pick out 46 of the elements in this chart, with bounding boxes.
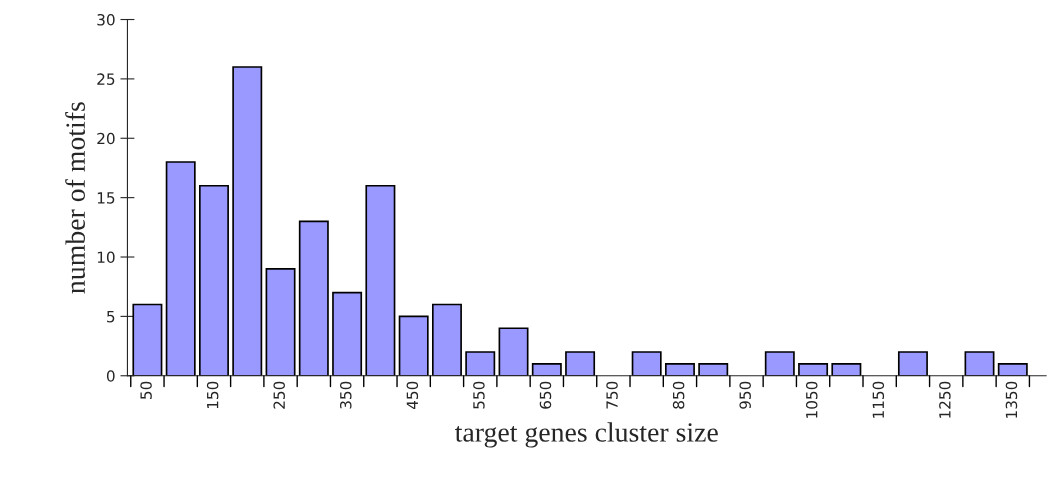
x-tick-label: 1250 bbox=[939, 381, 951, 418]
bar bbox=[465, 351, 496, 376]
x-tick-label: 50 bbox=[140, 381, 152, 399]
bar bbox=[964, 351, 995, 376]
bar bbox=[798, 363, 829, 376]
x-axis-title: target genes cluster size bbox=[454, 422, 718, 448]
bar bbox=[265, 268, 296, 376]
x-tick-label: 150 bbox=[206, 381, 219, 409]
x-tick-label: 1050 bbox=[805, 381, 818, 418]
bar bbox=[332, 291, 363, 376]
bar bbox=[298, 220, 329, 376]
x-tick-label: 350 bbox=[339, 381, 352, 409]
y-tick-label: 10 bbox=[97, 251, 115, 264]
y-tick-label: 25 bbox=[97, 73, 115, 85]
x-tick-label: 250 bbox=[273, 381, 285, 409]
y-axis-title: number of motifs bbox=[65, 102, 85, 294]
bar bbox=[198, 184, 229, 376]
x-tick-label: 750 bbox=[606, 381, 618, 409]
bar bbox=[698, 363, 729, 376]
bar bbox=[132, 303, 163, 376]
bar bbox=[897, 351, 928, 376]
bar bbox=[764, 351, 795, 376]
bar bbox=[365, 184, 396, 376]
y-tick-label: 5 bbox=[107, 311, 115, 323]
bar bbox=[498, 327, 529, 376]
x-tick-label: 650 bbox=[539, 381, 552, 409]
bar bbox=[232, 66, 263, 376]
bar bbox=[431, 303, 462, 376]
y-tick-label: 30 bbox=[97, 13, 115, 26]
bar bbox=[531, 363, 562, 376]
x-tick-label: 1350 bbox=[1005, 381, 1018, 418]
bar bbox=[165, 161, 196, 376]
x-tick-label: 550 bbox=[473, 381, 485, 409]
y-tick-label: 0 bbox=[106, 370, 115, 382]
x-tick-label: 950 bbox=[739, 381, 751, 409]
bar bbox=[398, 315, 429, 376]
bar bbox=[565, 351, 596, 376]
x-tick-label: 450 bbox=[406, 381, 419, 410]
bar bbox=[664, 363, 695, 376]
y-tick-label: 20 bbox=[97, 132, 115, 145]
bar bbox=[997, 363, 1028, 376]
y-tick-label: 15 bbox=[97, 192, 115, 204]
x-tick-label: 1150 bbox=[872, 381, 885, 418]
bar bbox=[631, 351, 662, 376]
x-tick-label: 850 bbox=[672, 381, 685, 409]
bar bbox=[831, 363, 862, 376]
